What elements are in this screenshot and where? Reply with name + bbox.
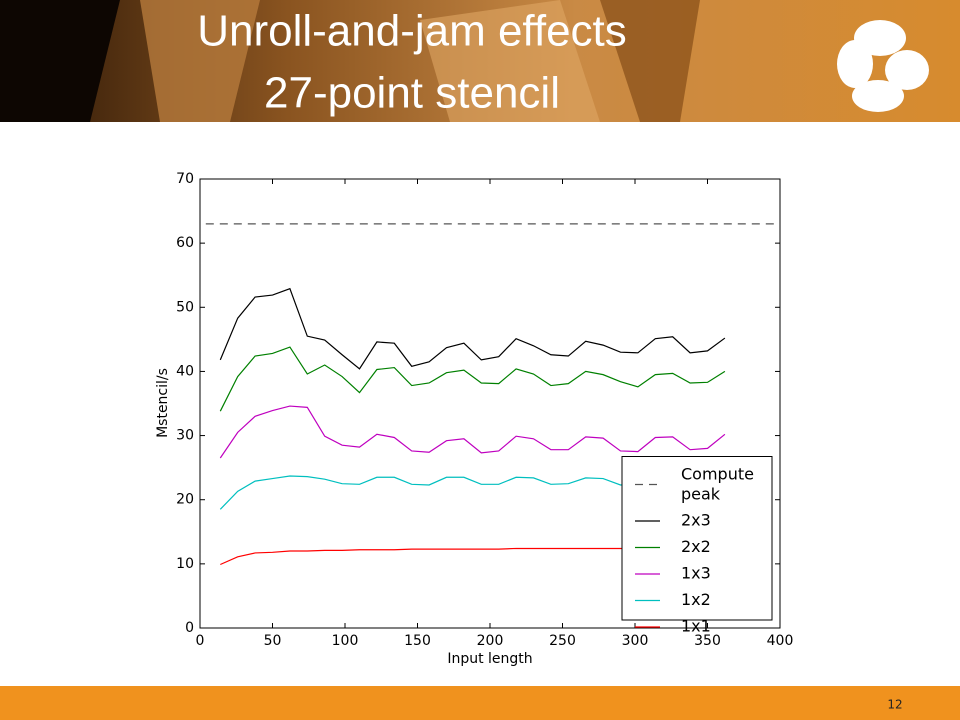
x-tick-label: 100 [332, 633, 359, 649]
legend-label: 2x2 [681, 537, 711, 556]
logo [837, 20, 929, 112]
y-tick-label: 30 [176, 428, 194, 444]
series-line [219, 346, 726, 412]
y-tick-label: 60 [176, 235, 194, 251]
x-tick-label: 250 [549, 633, 576, 649]
x-tick-label: 300 [622, 633, 649, 649]
y-axis-label: Mstencil/s [155, 368, 171, 438]
y-tick-label: 20 [176, 492, 194, 508]
header-banner [0, 0, 960, 122]
legend-label: 1x1 [681, 617, 711, 636]
y-tick-label: 70 [176, 171, 194, 187]
x-tick-label: 200 [477, 633, 504, 649]
y-tick-label: 0 [185, 620, 194, 636]
plot-frame [199, 178, 781, 629]
x-tick-label: 400 [767, 633, 794, 649]
x-tick-label: 0 [196, 633, 205, 649]
slide-title: Unroll-and-jam effects [197, 7, 627, 56]
x-tick-label: 50 [264, 633, 282, 649]
series-line [219, 405, 726, 459]
x-tick-label: 350 [694, 633, 721, 649]
legend-label: 1x2 [681, 590, 711, 609]
legend-label: 1x3 [681, 564, 711, 583]
footer-bar [0, 686, 960, 720]
series-line [219, 287, 726, 370]
page-number: 12 [887, 698, 902, 712]
slide-title: 27-point stencil [264, 69, 560, 118]
y-tick-label: 40 [176, 363, 194, 379]
x-axis-label: Input length [447, 651, 532, 667]
x-tick-label: 150 [404, 633, 431, 649]
legend-box [621, 456, 773, 621]
y-tick-label: 50 [176, 299, 194, 315]
y-tick-label: 10 [176, 556, 194, 572]
legend-label: Compute peak [681, 464, 754, 503]
legend-label: 2x3 [681, 511, 711, 530]
